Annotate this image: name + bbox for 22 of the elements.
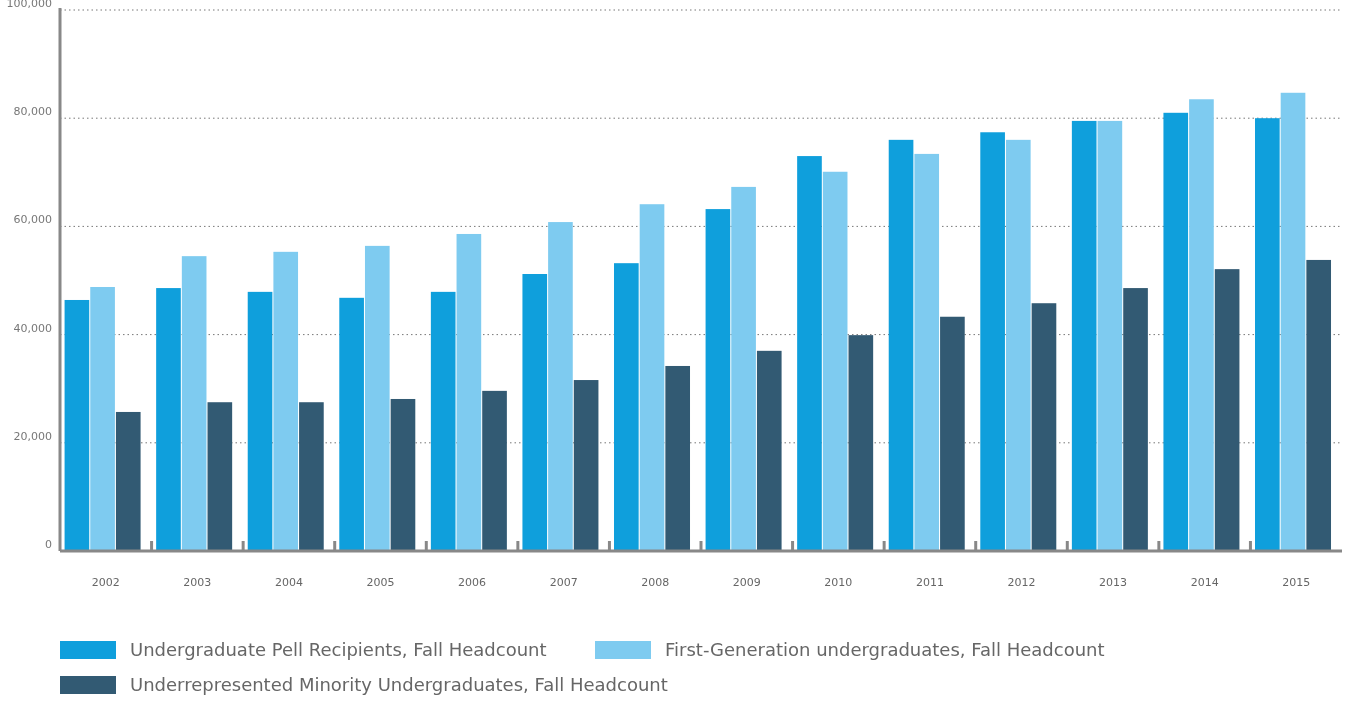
x-tick-label: 2009 bbox=[732, 576, 761, 589]
x-tick-label: 2011 bbox=[915, 576, 944, 589]
legend-label: Undergraduate Pell Recipients, Fall Headcount bbox=[130, 639, 547, 660]
y-tick-label: 80,000 bbox=[13, 105, 52, 119]
x-tick-label: 2006 bbox=[458, 576, 487, 589]
x-tick-label: 2004 bbox=[274, 576, 303, 589]
x-tick-label: 2014 bbox=[1190, 576, 1219, 589]
x-tick-label: 2007 bbox=[549, 576, 578, 589]
x-tick-label: 2015 bbox=[1282, 576, 1311, 589]
legend-label: Underrepresented Minority Undergraduates, Fall Headcount bbox=[130, 674, 668, 695]
x-tick-label: 2010 bbox=[824, 576, 853, 589]
x-tick-label: 2005 bbox=[366, 576, 395, 589]
x-tick-label: 2008 bbox=[641, 576, 670, 589]
legend-label: First-Generation undergraduates, Fall Headcount bbox=[665, 639, 1105, 660]
x-tick-label: 2013 bbox=[1099, 576, 1128, 589]
x-tick-label: 2003 bbox=[183, 576, 212, 589]
y-tick-label: 40,000 bbox=[13, 321, 52, 335]
x-tick-label: 2012 bbox=[1007, 576, 1036, 589]
y-tick-label: 0 bbox=[45, 538, 52, 551]
x-tick-label: 2002 bbox=[91, 576, 120, 589]
y-tick-label: 20,000 bbox=[13, 429, 52, 443]
y-tick-label: 60,000 bbox=[13, 213, 52, 227]
